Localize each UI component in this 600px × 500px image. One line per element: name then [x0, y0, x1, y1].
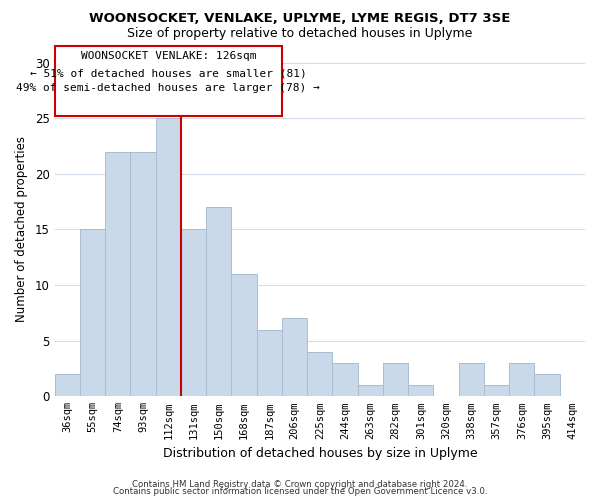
- Bar: [535, 374, 560, 396]
- Bar: [408, 385, 433, 396]
- Bar: [358, 385, 383, 396]
- Bar: [206, 207, 232, 396]
- Bar: [459, 363, 484, 396]
- Bar: [80, 230, 105, 396]
- Bar: [484, 385, 509, 396]
- Y-axis label: Number of detached properties: Number of detached properties: [15, 136, 28, 322]
- Text: WOONSOCKET, VENLAKE, UPLYME, LYME REGIS, DT7 3SE: WOONSOCKET, VENLAKE, UPLYME, LYME REGIS,…: [89, 12, 511, 26]
- Text: Contains public sector information licensed under the Open Government Licence v3: Contains public sector information licen…: [113, 487, 487, 496]
- Bar: [383, 363, 408, 396]
- Bar: [332, 363, 358, 396]
- Bar: [155, 118, 181, 396]
- Bar: [181, 230, 206, 396]
- Bar: [232, 274, 257, 396]
- Bar: [130, 152, 155, 396]
- Bar: [282, 318, 307, 396]
- Text: 49% of semi-detached houses are larger (78) →: 49% of semi-detached houses are larger (…: [16, 84, 320, 94]
- Text: ← 51% of detached houses are smaller (81): ← 51% of detached houses are smaller (81…: [30, 68, 307, 78]
- Bar: [55, 374, 80, 396]
- Bar: [307, 352, 332, 397]
- Bar: [105, 152, 130, 396]
- Text: Size of property relative to detached houses in Uplyme: Size of property relative to detached ho…: [127, 28, 473, 40]
- Bar: [257, 330, 282, 396]
- X-axis label: Distribution of detached houses by size in Uplyme: Distribution of detached houses by size …: [163, 447, 477, 460]
- Text: WOONSOCKET VENLAKE: 126sqm: WOONSOCKET VENLAKE: 126sqm: [80, 51, 256, 61]
- Bar: [509, 363, 535, 396]
- Text: Contains HM Land Registry data © Crown copyright and database right 2024.: Contains HM Land Registry data © Crown c…: [132, 480, 468, 489]
